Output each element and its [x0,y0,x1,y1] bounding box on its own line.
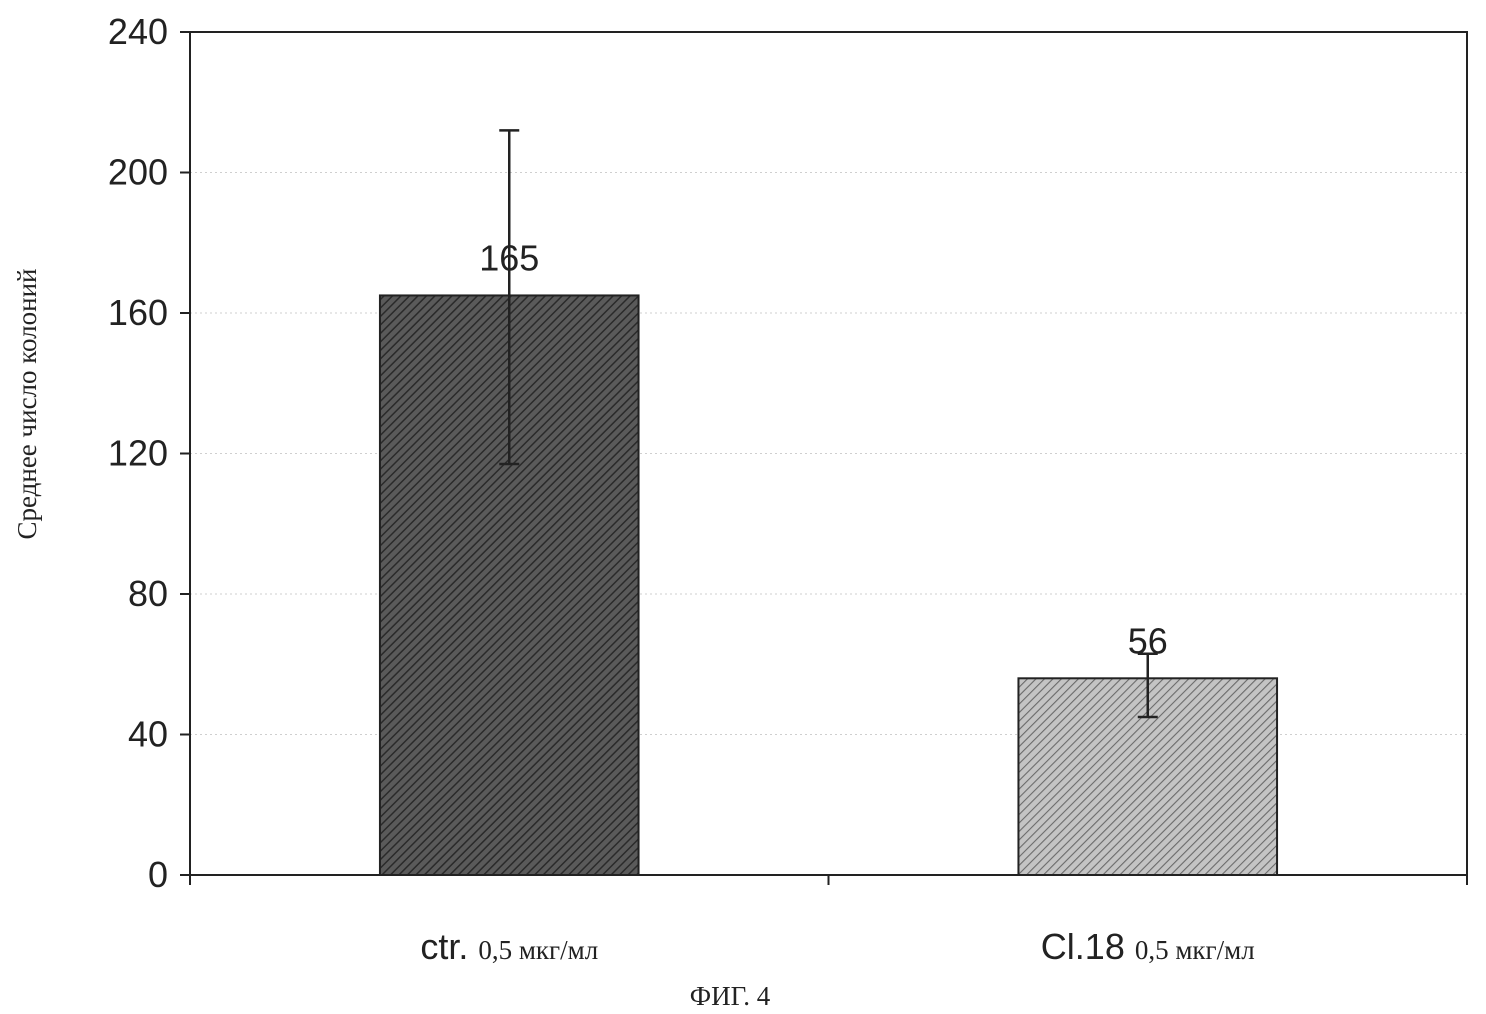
bars [380,295,1277,875]
y-tick-label: 0 [148,854,168,895]
y-axis-title: Среднее число колоний [12,269,42,540]
y-tick-label: 120 [108,433,168,474]
category-unit: 0,5 мкг/мл [478,935,598,965]
y-tick-label: 160 [108,292,168,333]
category-label: ctr. 0,5 мкг/мл [420,926,598,967]
figure-caption: ФИГ. 4 [690,981,771,1011]
data-label: 56 [1128,620,1168,661]
y-tick-label: 80 [128,573,168,614]
x-axis [190,875,1467,885]
category-name: Cl.18 [1041,926,1125,967]
y-tick-label: 40 [128,714,168,755]
category-name: ctr. [420,926,468,967]
y-tick-label: 240 [108,11,168,52]
category-unit: 0,5 мкг/мл [1135,935,1255,965]
category-label: Cl.18 0,5 мкг/мл [1041,926,1255,967]
y-tick-label: 200 [108,152,168,193]
y-axis: 0 40 80 120 160 200 240 [108,11,190,895]
data-label: 165 [479,237,539,278]
category-labels: ctr. 0,5 мкг/мл Cl.18 0,5 мкг/мл [420,926,1254,967]
